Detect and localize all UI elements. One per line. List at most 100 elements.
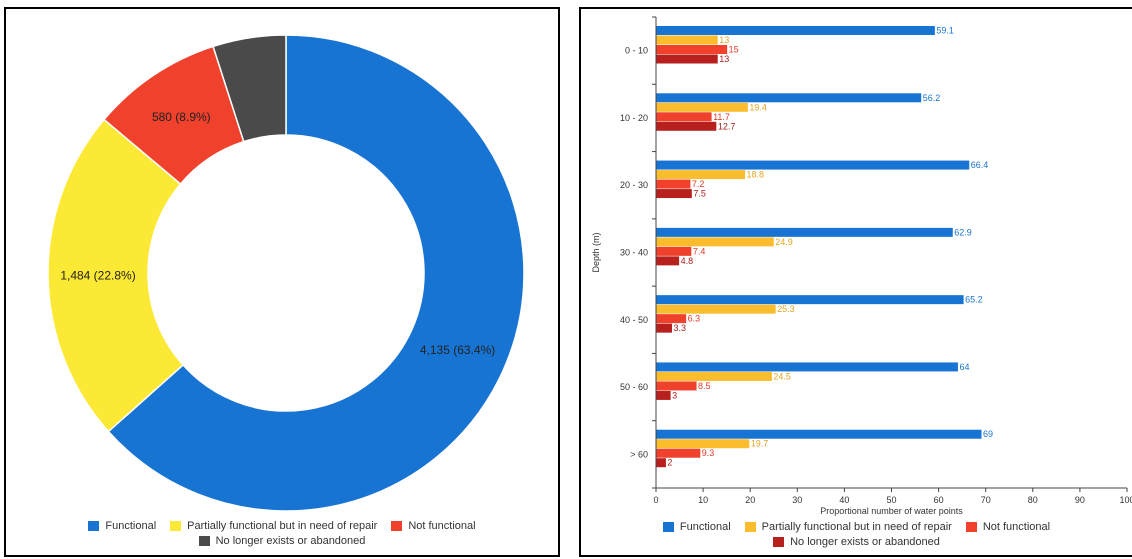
bar-data-label: 64 [959, 362, 969, 372]
bar-no-longer-exists-or-abandoned[interactable] [656, 390, 671, 400]
y-tick-label: 0 - 10 [625, 46, 648, 56]
bar-partially-functional-but-in-need-of-repair[interactable] [656, 170, 746, 180]
bar-not-functional[interactable] [656, 179, 691, 189]
donut-chart-panel: 4,135 (63.4%) 1,484 (22.8%) 580 (8.9%) Fun… [4, 7, 560, 557]
donut-slice-partially-functional-but-in-need-of-repair[interactable] [47, 118, 185, 433]
x-tick-label: 30 [792, 495, 802, 505]
bar-functional[interactable] [656, 227, 953, 237]
y-tick-label: 40 - 50 [620, 315, 648, 325]
x-tick-label: 60 [934, 495, 944, 505]
bar-partially-functional-but-in-need-of-repair[interactable] [656, 237, 774, 247]
bar-legend: Functional Partially functional but in ne… [581, 521, 1132, 548]
bar-no-longer-exists-or-abandoned[interactable] [656, 458, 666, 468]
x-tick-label: 0 [653, 495, 658, 505]
x-axis-title: Proportional number of water points [820, 506, 963, 516]
bar-data-label: 3 [672, 390, 677, 400]
donut-data-label: 1,484 (22.8%) [60, 269, 135, 283]
bar-no-longer-exists-or-abandoned[interactable] [656, 256, 680, 266]
y-tick-label: 10 - 20 [620, 113, 648, 123]
legend-label: No longer exists or abandoned [215, 535, 366, 547]
legend-swatch [744, 522, 756, 532]
bar-data-label: 8.5 [698, 381, 711, 391]
bar-partially-functional-but-in-need-of-repair[interactable] [656, 35, 718, 45]
donut-chart: 4,135 (63.4%) 1,484 (22.8%) 580 (8.9%) [47, 34, 525, 512]
bar-data-label: 24.5 [773, 371, 791, 381]
bar-functional[interactable] [656, 429, 982, 439]
x-tick-label: 50 [886, 495, 896, 505]
bar-data-label: 7.4 [693, 246, 706, 256]
bar-not-functional[interactable] [656, 45, 728, 54]
bar-legend-item-no-longer-exists-or-abandoned[interactable]: No longer exists or abandoned [773, 536, 940, 548]
x-tick-label: 70 [981, 495, 991, 505]
bar-data-label: 56.2 [923, 93, 941, 103]
bar-no-longer-exists-or-abandoned[interactable] [656, 189, 692, 199]
donut-legend-item-partially-functional-but-in-need-of-repair[interactable]: Partially functional but in need of repa… [170, 520, 377, 532]
y-tick-label: > 60 [630, 449, 648, 459]
bar-partially-functional-but-in-need-of-repair[interactable] [656, 439, 750, 449]
bar-data-label: 25.3 [777, 304, 795, 314]
bar-data-label: 66.4 [971, 160, 989, 170]
bar-legend-item-partially-functional-but-in-need-of-repair[interactable]: Partially functional but in need of repa… [744, 521, 952, 533]
bar-data-label: 59.1 [936, 26, 954, 36]
donut-slice-functional[interactable] [107, 34, 525, 512]
y-tick-label: 50 - 60 [620, 382, 648, 392]
legend-label: Partially functional but in need of repa… [187, 520, 378, 532]
donut-legend-item-no-longer-exists-or-abandoned[interactable]: No longer exists or abandoned [198, 535, 366, 547]
bar-data-label: 18.8 [747, 170, 765, 180]
legend-swatch [965, 522, 977, 532]
legend-swatch [662, 522, 674, 532]
bar-data-label: 19.4 [749, 102, 767, 112]
bar-functional[interactable] [656, 93, 922, 103]
bar-no-longer-exists-or-abandoned[interactable] [656, 54, 718, 64]
bar-not-functional[interactable] [656, 448, 701, 458]
bar-legend-item-functional[interactable]: Functional [662, 521, 731, 533]
legend-label: Functional [679, 521, 731, 533]
bar-data-label: 69 [983, 429, 993, 439]
x-tick-label: 90 [1075, 495, 1085, 505]
bar-data-label: 13 [719, 54, 729, 64]
bar-no-longer-exists-or-abandoned[interactable] [656, 121, 717, 131]
bar-data-label: 65.2 [965, 295, 983, 305]
bar-partially-functional-but-in-need-of-repair[interactable] [656, 304, 776, 314]
bar-data-label: 19.7 [751, 439, 769, 449]
bar-data-label: 12.7 [718, 121, 736, 131]
legend-swatch [773, 537, 785, 547]
bar-not-functional[interactable] [656, 314, 687, 324]
legend-label: No longer exists or abandoned [790, 536, 940, 548]
legend-swatch [391, 521, 403, 531]
x-tick-label: 100 [1119, 495, 1132, 505]
bar-not-functional[interactable] [656, 112, 712, 122]
y-tick-label: 30 - 40 [620, 248, 648, 258]
bar-partially-functional-but-in-need-of-repair[interactable] [656, 371, 772, 381]
bar-legend-item-not-functional[interactable]: Not functional [965, 521, 1050, 533]
donut-data-label: 580 (8.9%) [152, 110, 211, 124]
bar-data-label: 4.8 [681, 256, 694, 266]
legend-label: Not functional [408, 520, 476, 532]
legend-swatch [88, 521, 100, 531]
x-tick-label: 40 [839, 495, 849, 505]
bar-data-label: 3.3 [674, 323, 687, 333]
donut-legend-item-functional[interactable]: Functional [88, 520, 156, 532]
bar-no-longer-exists-or-abandoned[interactable] [656, 323, 673, 333]
bar-functional[interactable] [656, 295, 964, 305]
legend-label: Partially functional but in need of repa… [761, 521, 952, 533]
bar-functional[interactable] [656, 26, 935, 35]
bar-data-label: 7.2 [692, 179, 705, 189]
donut-legend-item-not-functional[interactable]: Not functional [391, 520, 476, 532]
y-tick-label: 20 - 30 [620, 180, 648, 190]
donut-data-label: 4,135 (63.4%) [420, 343, 495, 357]
bar-functional[interactable] [656, 160, 970, 170]
x-tick-label: 20 [745, 495, 755, 505]
bar-data-label: 13 [719, 35, 729, 45]
bar-not-functional[interactable] [656, 246, 692, 256]
bar-partially-functional-but-in-need-of-repair[interactable] [656, 102, 748, 112]
legend-swatch [198, 536, 210, 546]
bar-data-label: 6.3 [688, 314, 701, 324]
bar-data-label: 11.7 [713, 112, 730, 122]
donut-slice-no-longer-exists-or-abandoned[interactable] [212, 34, 287, 143]
y-axis-title: Depth (m) [591, 232, 601, 272]
bar-data-label: 7.5 [693, 189, 706, 199]
legend-label: Functional [105, 520, 157, 532]
bar-not-functional[interactable] [656, 381, 697, 391]
bar-functional[interactable] [656, 362, 958, 372]
